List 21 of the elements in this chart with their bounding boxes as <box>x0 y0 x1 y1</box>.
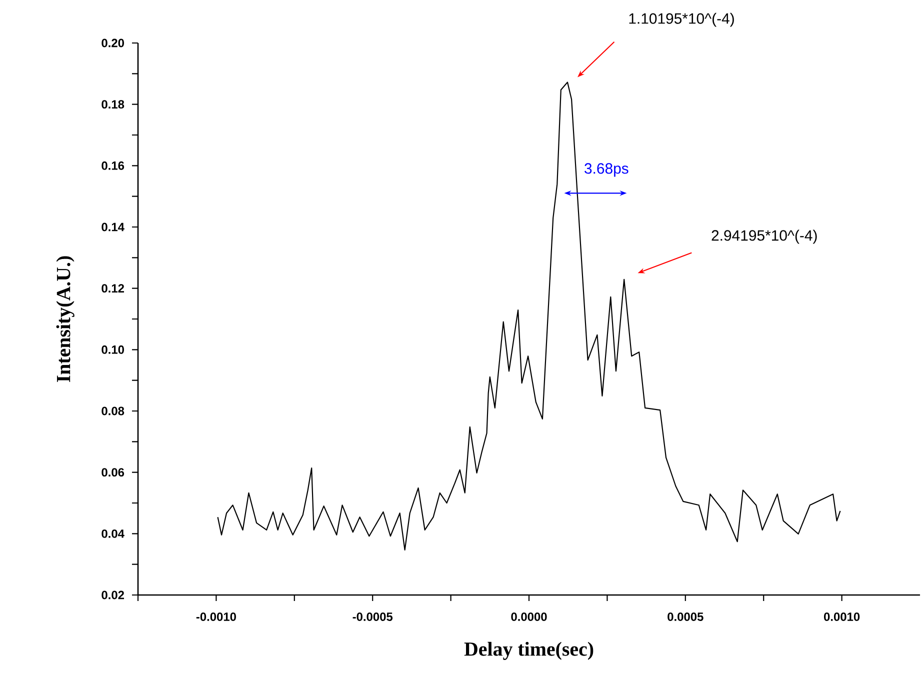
y-tick-label: 0.16 <box>102 161 124 170</box>
y-tick-label: 0.20 <box>102 38 124 48</box>
x-tick-label: -0.0010 <box>196 612 236 621</box>
x-tick-label: 0.0010 <box>824 612 860 621</box>
text: 1.10195*10^(-4) <box>629 12 734 27</box>
y-axis-title: Intensity(A.U.) <box>56 256 74 382</box>
y-tick-label: 0.08 <box>102 406 124 416</box>
annotation: 3.68ps <box>584 163 628 177</box>
y-tick-label: 0.02 <box>102 590 124 600</box>
y-tick-label: 0.10 <box>102 345 124 354</box>
y-tick-label: 0.06 <box>102 468 124 477</box>
x-axis-title: Delay time(sec) <box>464 642 594 660</box>
y-tick-label: 0.18 <box>102 100 124 109</box>
annotation: 2.94195*10^(-4) <box>712 230 817 244</box>
y-tick-label: 0.14 <box>102 222 124 232</box>
line-series <box>217 82 841 550</box>
x-tick-label: -0.0005 <box>352 612 393 621</box>
y-tick-label: 0.04 <box>102 529 124 538</box>
x-tick-label: 0.0000 <box>511 612 547 621</box>
x-tick-label: 0.0005 <box>668 612 704 621</box>
y-tick-label: 0.12 <box>102 284 124 293</box>
